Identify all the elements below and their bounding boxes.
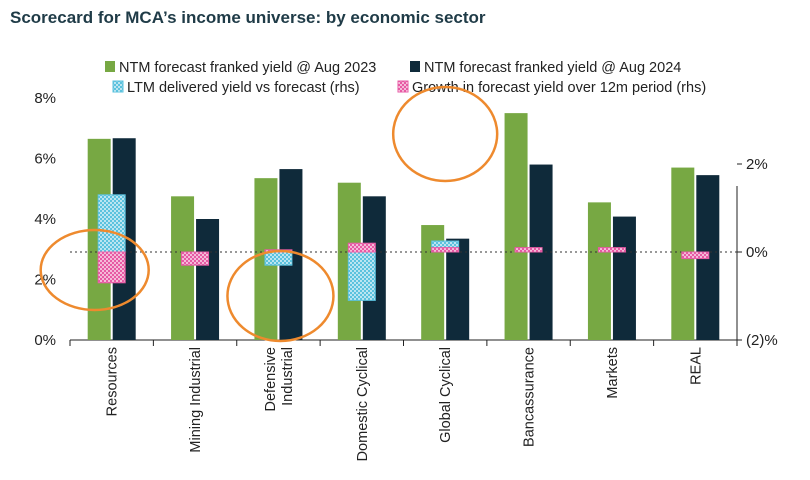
left-tick-label: 8% (34, 90, 56, 107)
overlay-real-growth (681, 251, 710, 260)
left-tick-label: 6% (34, 151, 56, 168)
legend: NTM forecast franked yield @ Aug 2023 NTM… (105, 60, 706, 96)
overlays (70, 194, 737, 301)
overlay-defensive-industrial-ltm (264, 251, 293, 266)
category-label: Defensive (263, 347, 279, 411)
highlight-circle-resources (39, 228, 150, 312)
legend-label-4: Growth in forecast yield over 12m period… (412, 80, 706, 96)
legend-swatch-4 (397, 80, 409, 93)
bar-global-cyclical-2024 (446, 238, 470, 340)
overlay-domestic-cyclical-growth (347, 242, 376, 253)
overlay-bancassurance-growth (514, 247, 543, 253)
legend-label-1: NTM forecast franked yield @ Aug 2023 (119, 60, 376, 76)
overlay-domestic-cyclical-ltm (347, 251, 376, 301)
category-label: Markets (605, 347, 621, 399)
category-label: Resources (105, 347, 121, 416)
left-tick-label: 2% (34, 272, 56, 289)
bar-mining-industrial-2023 (171, 196, 195, 340)
legend-label-2: NTM forecast franked yield @ Aug 2024 (424, 60, 681, 76)
category-label: REAL (688, 347, 704, 385)
bar-mining-industrial-2024 (196, 219, 220, 340)
highlight-circle-bancassurance (391, 85, 499, 183)
category-label: Industrial (280, 347, 296, 406)
right-tick-label: 2% (746, 156, 768, 173)
bars (87, 113, 720, 340)
right-tick-label: (2)% (746, 332, 778, 349)
overlay-resources-ltm (97, 194, 126, 253)
legend-swatch-1 (105, 61, 115, 72)
category-label: Mining Industrial (188, 347, 204, 453)
bar-global-cyclical-2023 (421, 225, 445, 340)
category-labels: Resources Mining Industrial Defensive Indus… (105, 347, 705, 461)
category-label: Domestic Cyclical (355, 347, 371, 461)
axes: 0% 2% 4% 6% 8% (2)% 0% 2% (34, 90, 777, 349)
overlay-resources-growth (97, 251, 126, 284)
category-label: Bancassurance (522, 347, 538, 447)
left-tick-label: 4% (34, 211, 56, 228)
bar-markets-2023 (587, 202, 611, 340)
overlay-mining-industrial-growth (181, 251, 210, 266)
chart-title: Scorecard for MCA’s income universe: by … (10, 8, 486, 27)
legend-swatch-2 (410, 61, 420, 72)
legend-swatch-3 (112, 80, 124, 93)
bar-markets-2024 (612, 216, 636, 340)
highlight-circle-domestic-cyclical (226, 249, 335, 343)
highlight-circles (39, 85, 499, 343)
bar-bancassurance-2023 (504, 113, 528, 340)
right-tick-label: 0% (746, 244, 768, 261)
left-tick-label: 0% (34, 332, 56, 349)
overlay-global-cyclical-growth (431, 247, 460, 253)
overlay-markets-growth (597, 247, 626, 253)
legend-label-3: LTM delivered yield vs forecast (rhs) (127, 80, 360, 96)
category-label: Global Cyclical (438, 347, 454, 443)
